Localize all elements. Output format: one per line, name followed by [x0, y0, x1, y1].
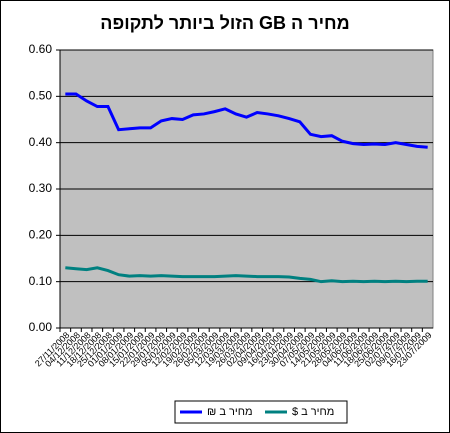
y-tick-label: 0.20 — [29, 228, 53, 242]
line-series — [65, 92, 428, 149]
line-series — [65, 266, 428, 284]
chart-title: מחיר ה GB הזול ביותר לתקופה — [100, 13, 349, 33]
legend-label: מחיר ב $ — [292, 406, 334, 418]
y-tick-label: 0.50 — [29, 89, 53, 103]
legend-box — [174, 400, 348, 424]
legend: מחיר ב ₪ מחיר ב $ — [174, 400, 348, 424]
y-tick-label: 0.00 — [29, 320, 53, 334]
legend-label: מחיר ב ₪ — [207, 406, 253, 418]
y-tick-label: 0.10 — [29, 274, 53, 288]
y-tick-label: 0.40 — [29, 135, 53, 149]
y-tick-label: 0.60 — [29, 42, 53, 56]
y-tick-label: 0.30 — [29, 181, 53, 195]
